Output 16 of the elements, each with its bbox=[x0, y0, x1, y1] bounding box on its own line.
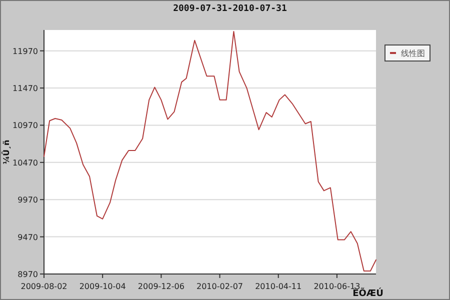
y-tick-label: 9970 bbox=[18, 196, 38, 205]
y-tick-label: 11970 bbox=[12, 46, 38, 56]
y-tick-label: 8970 bbox=[18, 270, 38, 279]
x-tick-label: 2009-10-04 bbox=[79, 282, 126, 291]
x-tick-label: 2009-12-06 bbox=[138, 282, 184, 291]
y-tick-label: 11470 bbox=[12, 84, 38, 94]
chart-title: 2009-07-31-2010-07-31 bbox=[173, 4, 287, 14]
y-tick-label: 9470 bbox=[18, 232, 38, 242]
y-axis-title: ¼Û¸ñ bbox=[1, 139, 11, 164]
legend-label: 线性图 bbox=[401, 49, 425, 58]
y-tick-label: 10970 bbox=[12, 121, 38, 130]
x-tick-label: 2010-02-07 bbox=[196, 282, 244, 291]
x-tick-label: 2010-04-11 bbox=[255, 282, 302, 291]
y-tick-label: 10470 bbox=[12, 158, 38, 168]
x-tick-label: 2009-08-02 bbox=[20, 282, 68, 291]
line-series bbox=[44, 30, 376, 272]
